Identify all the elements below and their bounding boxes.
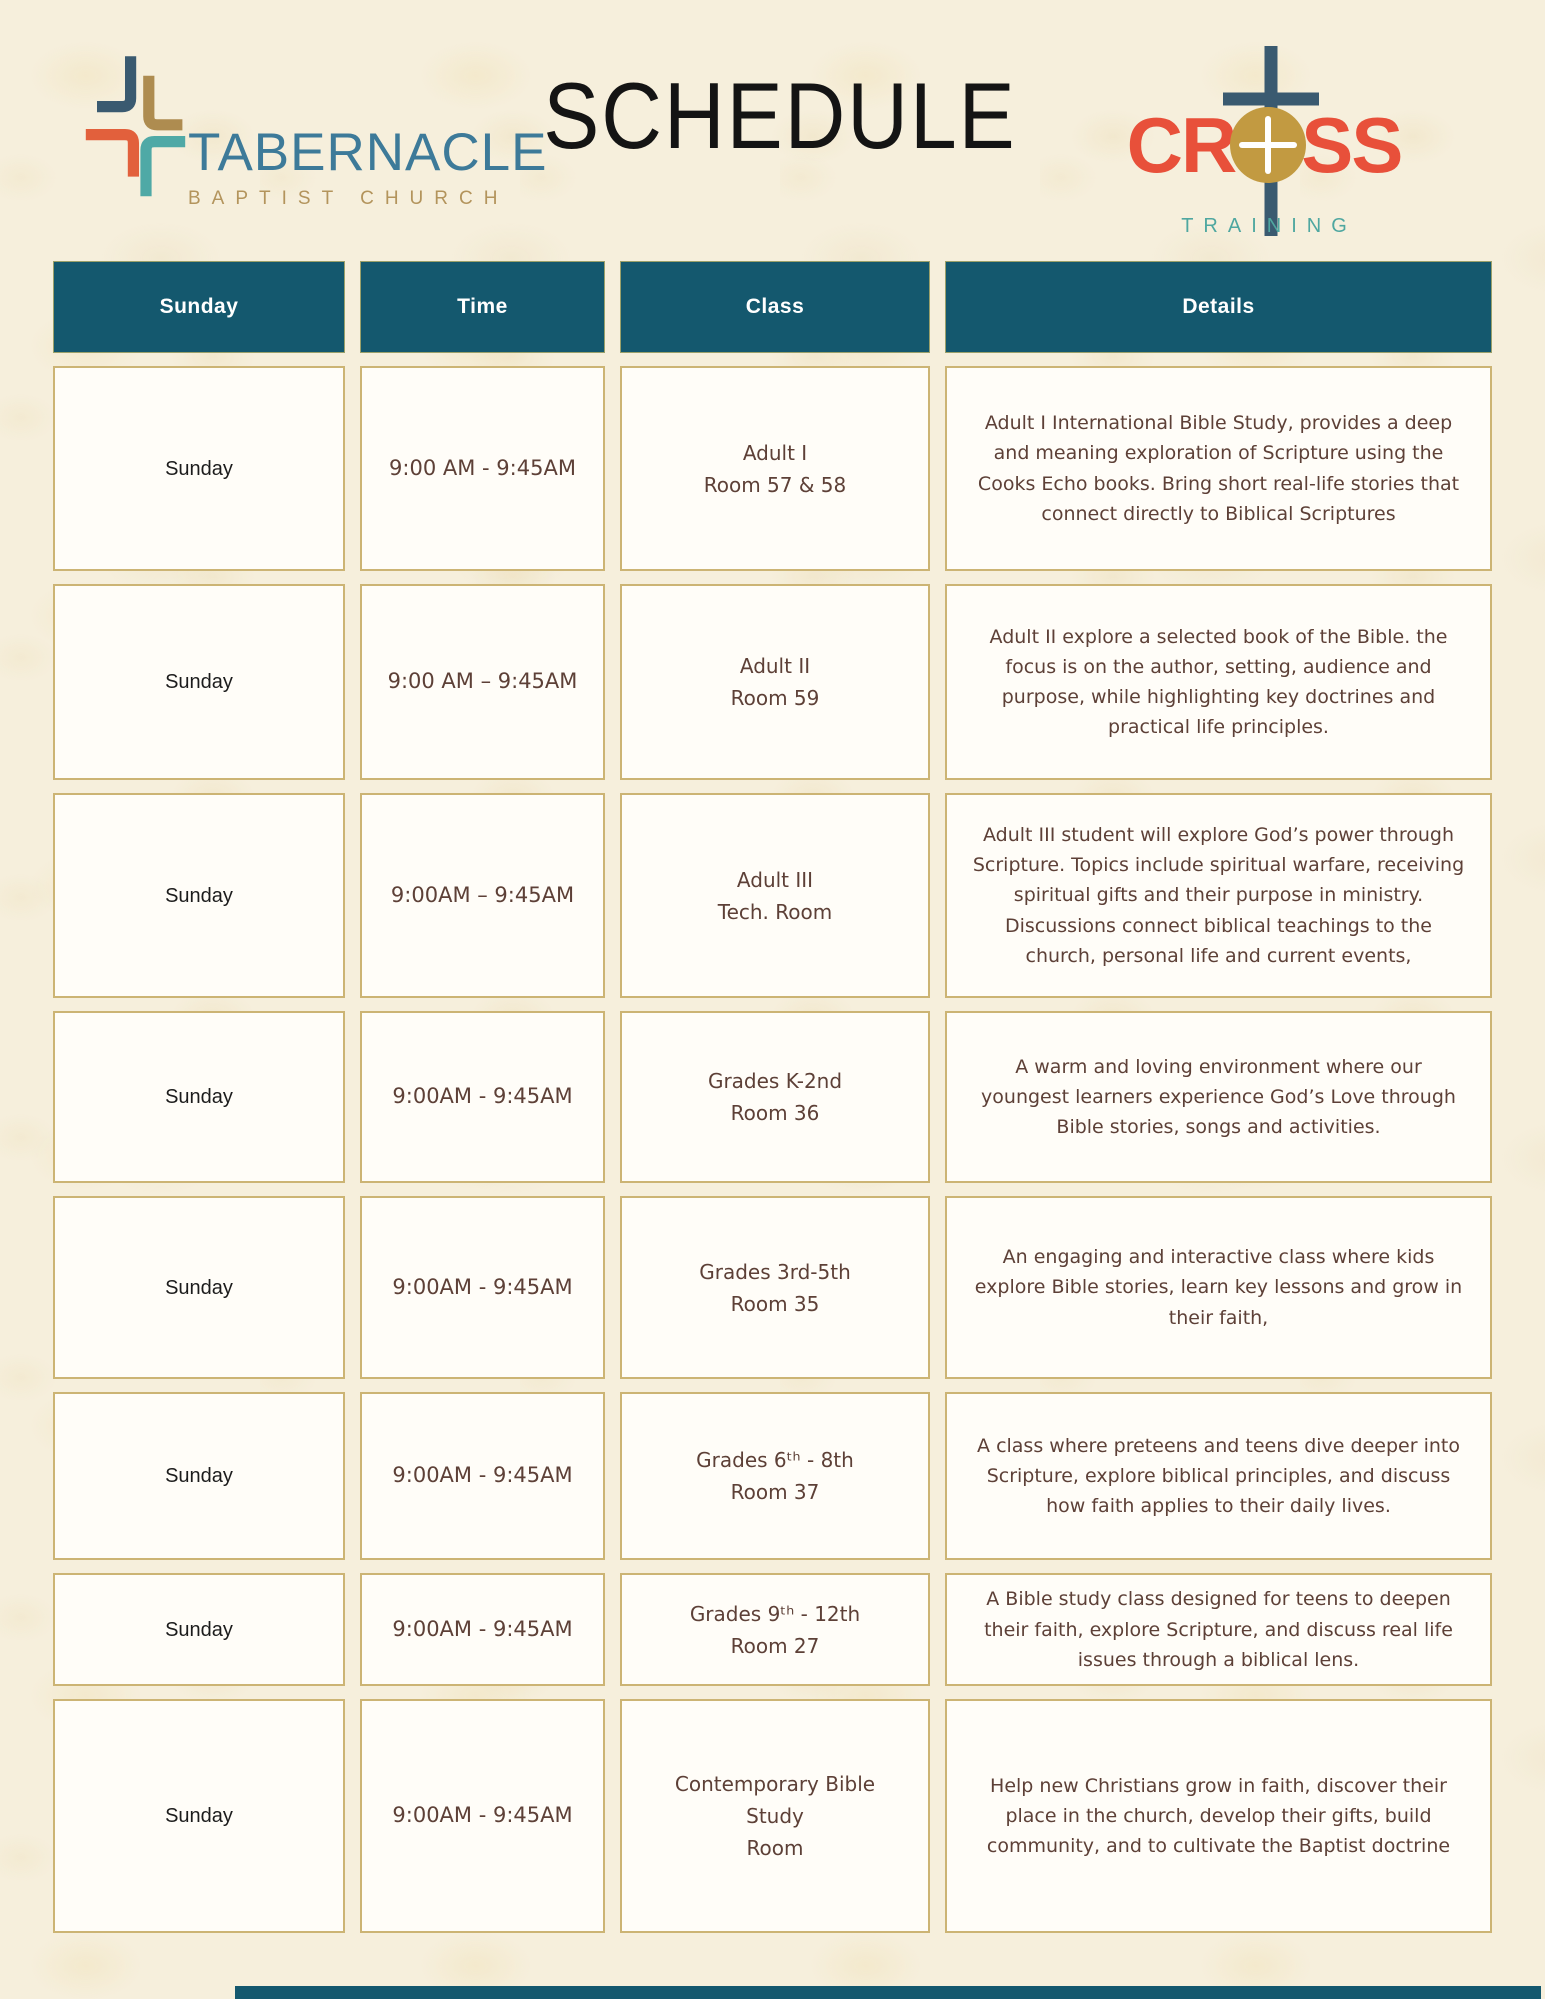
day-cell: Sunday xyxy=(53,584,345,780)
time-cell: 9:00AM - 9:45AM xyxy=(360,1699,605,1933)
church-subtitle: BAPTIST CHURCH xyxy=(188,188,509,209)
day-cell: Sunday xyxy=(53,793,345,998)
class-line: Room 57 & 58 xyxy=(703,472,847,497)
class-line: Room 27 xyxy=(730,1633,820,1658)
class-cell: Grades 6ᵗʰ - 8th Room 37 xyxy=(620,1392,930,1560)
time-cell: 9:00 AM - 9:45AM xyxy=(360,366,605,571)
details-cell: A class where preteens and teens dive de… xyxy=(945,1392,1492,1560)
white-cross-bar-v xyxy=(1265,116,1272,174)
details-cell: Adult II explore a selected book of the … xyxy=(945,584,1492,780)
training-label: TRAINING xyxy=(1181,215,1357,237)
column-header-time: Time xyxy=(360,261,605,353)
cross-gold-circle-icon xyxy=(1230,107,1307,183)
day-cell: Sunday xyxy=(53,1196,345,1379)
class-line: Adult II xyxy=(739,654,811,678)
tabernacle-logo-text: TABERNACLE BAPTIST CHURCH xyxy=(188,126,548,210)
day-cell: Sunday xyxy=(53,1573,345,1686)
details-cell: An engaging and interactive class where … xyxy=(945,1196,1492,1379)
class-line: Adult I xyxy=(742,440,808,465)
details-cell: A warm and loving environment where our … xyxy=(945,1011,1492,1183)
class-line: Tech. Room xyxy=(717,899,833,924)
column-header-details: Details xyxy=(945,261,1492,353)
next-page-header-strip xyxy=(235,1986,1541,1999)
cross-word-right: SS xyxy=(1301,101,1403,189)
cross-wordmark: CR SS xyxy=(1121,106,1407,184)
column-header-class: Class xyxy=(620,261,930,353)
class-cell: Grades K-2nd Room 36 xyxy=(620,1011,930,1183)
tabernacle-logo: TABERNACLE BAPTIST CHURCH xyxy=(76,48,548,210)
page-title: SCHEDULE xyxy=(543,63,1017,169)
cross-word-left: CR xyxy=(1126,101,1238,189)
class-line: Room 35 xyxy=(730,1291,820,1316)
day-cell: Sunday xyxy=(53,1392,345,1560)
day-cell: Sunday xyxy=(53,1011,345,1183)
class-line: Room 59 xyxy=(730,686,820,710)
class-cell: Adult III Tech. Room xyxy=(620,793,930,998)
class-cell: Adult I Room 57 & 58 xyxy=(620,366,930,571)
class-line: Study xyxy=(746,1804,804,1828)
class-line: Grades K-2nd xyxy=(707,1069,843,1093)
class-line: Room xyxy=(746,1836,804,1860)
column-header-sunday: Sunday xyxy=(53,261,345,353)
details-cell: A Bible study class designed for teens t… xyxy=(945,1573,1492,1686)
class-line: Room 36 xyxy=(730,1101,820,1125)
tabernacle-cross-icon xyxy=(85,56,186,197)
class-cell: Grades 9ᵗʰ - 12th Room 27 xyxy=(620,1573,930,1686)
class-line: Adult III xyxy=(736,867,814,892)
page-header: TABERNACLE BAPTIST CHURCH SCHEDULE CR SS… xyxy=(0,0,1545,260)
class-line: Grades 9ᵗʰ - 12th xyxy=(689,1601,861,1626)
day-cell: Sunday xyxy=(53,366,345,571)
class-line: Room 37 xyxy=(730,1480,820,1504)
day-cell: Sunday xyxy=(53,1699,345,1933)
cross-training-logo: CR SS TRAINING xyxy=(1121,44,1407,242)
time-cell: 9:00AM - 9:45AM xyxy=(360,1573,605,1686)
time-cell: 9:00AM - 9:45AM xyxy=(360,1392,605,1560)
schedule-table: Sunday Time Class Details Sunday 9:00 AM … xyxy=(53,261,1492,1933)
church-name: TABERNACLE xyxy=(188,123,548,182)
details-cell: Adult I International Bible Study, provi… xyxy=(945,366,1492,571)
class-line: Grades 6ᵗʰ - 8th xyxy=(696,1448,854,1472)
time-cell: 9:00AM - 9:45AM xyxy=(360,1196,605,1379)
time-cell: 9:00AM - 9:45AM xyxy=(360,1011,605,1183)
time-cell: 9:00 AM – 9:45AM xyxy=(360,584,605,780)
class-line: Contemporary Bible xyxy=(674,1772,876,1796)
details-cell: Help new Christians grow in faith, disco… xyxy=(945,1699,1492,1933)
class-line: Grades 3rd-5th xyxy=(699,1259,851,1284)
details-cell: Adult III student will explore God’s pow… xyxy=(945,793,1492,998)
class-cell: Grades 3rd-5th Room 35 xyxy=(620,1196,930,1379)
class-cell: Adult II Room 59 xyxy=(620,584,930,780)
class-cell: Contemporary Bible Study Room xyxy=(620,1699,930,1933)
time-cell: 9:00AM – 9:45AM xyxy=(360,793,605,998)
